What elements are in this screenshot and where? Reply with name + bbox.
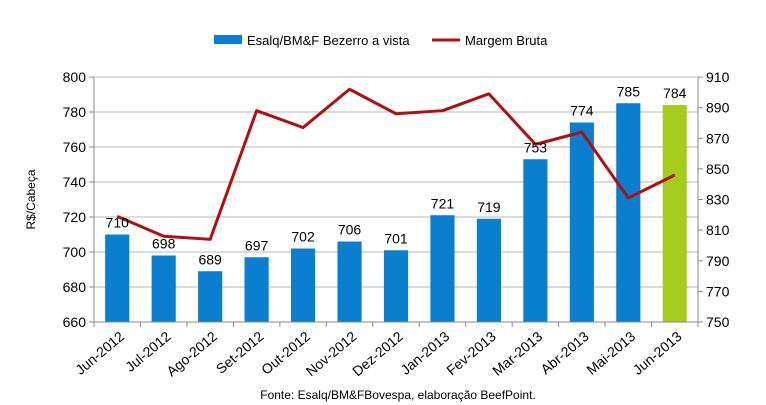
x-tick-label: Nov-2012 bbox=[303, 328, 360, 379]
bar-value-label: 710 bbox=[106, 215, 130, 231]
bar bbox=[337, 241, 362, 322]
y2-tick-label: 890 bbox=[706, 100, 730, 116]
source-note: Fonte: Esalq/BM&FBovespa, elaboração Bee… bbox=[260, 388, 536, 402]
bar bbox=[151, 255, 176, 322]
legend-label: Esalq/BM&F Bezerro a vista bbox=[247, 33, 410, 48]
y-tick-label: 780 bbox=[63, 104, 87, 120]
line-series bbox=[116, 87, 676, 241]
y2-tick-label: 770 bbox=[706, 283, 730, 299]
legend-swatch-bar bbox=[214, 35, 242, 44]
bar-value-label: 721 bbox=[431, 195, 455, 211]
x-tick-label: Set-2012 bbox=[213, 328, 267, 377]
x-tick-label: Fev-2013 bbox=[443, 328, 499, 378]
y2-tick-label: 750 bbox=[706, 314, 730, 330]
bar bbox=[383, 250, 409, 322]
y-tick-label: 700 bbox=[63, 244, 87, 260]
y-tick-label: 720 bbox=[63, 209, 87, 225]
bar-value-label: 689 bbox=[198, 251, 222, 267]
y2-tick-label: 850 bbox=[706, 161, 730, 177]
bar-value-label: 706 bbox=[338, 222, 362, 238]
y-tick-label: 680 bbox=[63, 279, 87, 295]
y-tick-label: 660 bbox=[63, 314, 87, 330]
y2-tick-label: 790 bbox=[706, 253, 730, 269]
x-tick-label: Jun-2013 bbox=[630, 328, 685, 378]
data-labels: 710 698 689 697 702 706 701 721 719 753 774 785 784 bbox=[106, 83, 687, 267]
bar bbox=[105, 234, 130, 322]
legend: Esalq/BM&F Bezerro a vista Margem Bruta bbox=[214, 33, 548, 48]
y2-tick-label: 810 bbox=[706, 222, 730, 238]
x-tick-label: Jun-2012 bbox=[72, 328, 127, 378]
bar-series bbox=[105, 103, 687, 322]
x-tick-label: Jan-2013 bbox=[397, 328, 452, 378]
y2-tick-label: 830 bbox=[706, 192, 730, 208]
x-tick-label: Dez-2012 bbox=[349, 328, 406, 379]
bar bbox=[616, 103, 641, 322]
bar-value-label: 785 bbox=[617, 83, 641, 99]
legend-label: Margem Bruta bbox=[465, 33, 548, 48]
y-tick-label: 760 bbox=[63, 139, 87, 155]
bar bbox=[430, 215, 455, 322]
bar-value-label: 784 bbox=[663, 85, 687, 101]
bar-value-label: 753 bbox=[524, 139, 548, 155]
x-tick-label: Mar-2013 bbox=[489, 328, 545, 379]
y-axis-title: R$/Cabeça bbox=[24, 169, 38, 229]
bar-value-label: 702 bbox=[291, 229, 315, 245]
bar-value-label: 698 bbox=[152, 236, 176, 252]
bar bbox=[244, 257, 269, 322]
bar bbox=[290, 248, 316, 322]
y2-tick-label: 910 bbox=[706, 69, 730, 85]
bar bbox=[523, 159, 548, 322]
y-tick-label: 800 bbox=[63, 69, 87, 85]
y-tick-label: 740 bbox=[63, 174, 87, 190]
x-tick-label: Abr-2013 bbox=[537, 328, 592, 377]
bar-value-label: 701 bbox=[384, 230, 408, 246]
x-tick-label: Mai-2013 bbox=[583, 328, 638, 378]
bar bbox=[569, 122, 594, 322]
bar bbox=[476, 218, 502, 322]
y2-tick-label: 870 bbox=[706, 130, 730, 146]
bar bbox=[198, 271, 223, 322]
x-tick-label: Ago-2012 bbox=[163, 328, 220, 379]
bar-value-label: 719 bbox=[477, 199, 501, 215]
bar-value-label: 697 bbox=[245, 237, 269, 253]
bar bbox=[662, 105, 687, 322]
margem-bruta-line bbox=[116, 87, 676, 241]
bar-value-label: 774 bbox=[570, 103, 594, 119]
